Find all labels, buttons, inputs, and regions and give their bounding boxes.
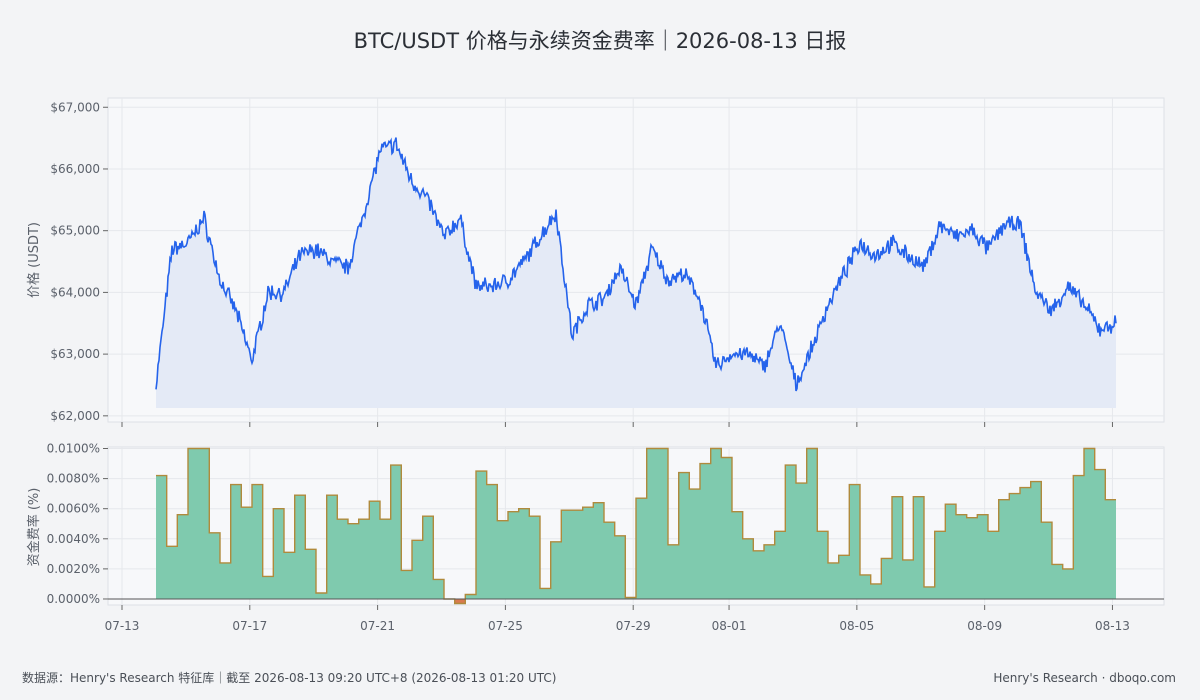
price-y-tick-label: $65,000 (50, 224, 100, 238)
funding-y-ticks: 0.0000% 0.0020% 0.0040% 0.0060% 0.0080% 0.010… (47, 442, 108, 606)
price-y-tick-label: $64,000 (50, 285, 100, 299)
price-y-ticks: $62,000 $63,000 $64,000 $65,000 $66,000 $67,0… (50, 100, 108, 423)
funding-y-tick-label: 0.0080% (47, 472, 100, 486)
x-tick-label: 07-25 (488, 619, 523, 633)
price-area-fill (156, 137, 1116, 408)
funding-y-tick-label: 0.0100% (47, 442, 100, 456)
funding-step-line (156, 447, 1116, 605)
funding-y-tick-label: 0.0040% (47, 532, 100, 546)
x-axis-ticks: 07-13 07-17 07-21 07-25 07-29 08-01 08-05 08-09… (105, 422, 1130, 633)
price-y-tick-label: $66,000 (50, 162, 100, 176)
funding-y-tick-label: 0.0000% (47, 592, 100, 606)
x-tick-label: 07-21 (360, 619, 395, 633)
x-tick-label: 07-29 (616, 619, 651, 633)
x-tick-label: 08-05 (839, 619, 874, 633)
price-y-tick-label: $63,000 (50, 347, 100, 361)
x-tick-label: 08-09 (967, 619, 1002, 633)
funding-y-tick-label: 0.0060% (47, 502, 100, 516)
funding-y-axis-label: 资金费率 (%) (26, 488, 42, 567)
funding-panel: 0.0000% 0.0020% 0.0040% 0.0060% 0.0080% 0.010… (26, 442, 1165, 606)
price-panel: $62,000 $63,000 $64,000 $65,000 $66,000 $67,0… (26, 97, 1165, 423)
x-tick-label: 08-13 (1095, 619, 1130, 633)
price-y-tick-label: $67,000 (50, 100, 100, 114)
footer-source: 数据源：Henry's Research 特征库｜截至 2026-08-13 0… (22, 670, 556, 685)
funding-y-tick-label: 0.0020% (47, 562, 100, 576)
x-tick-label: 08-01 (712, 619, 747, 633)
funding-negative-fill (454, 598, 466, 604)
price-y-axis-label: 价格 (USDT) (26, 222, 42, 298)
x-tick-label: 07-13 (105, 619, 140, 633)
chart-title: BTC/USDT 价格与永续资金费率｜2026-08-13 日报 (354, 29, 847, 53)
footer-brand: Henry's Research · dboqo.com (993, 671, 1176, 685)
price-y-tick-label: $62,000 (50, 409, 100, 423)
price-line (155, 137, 1117, 392)
x-tick-label: 07-17 (232, 619, 267, 633)
